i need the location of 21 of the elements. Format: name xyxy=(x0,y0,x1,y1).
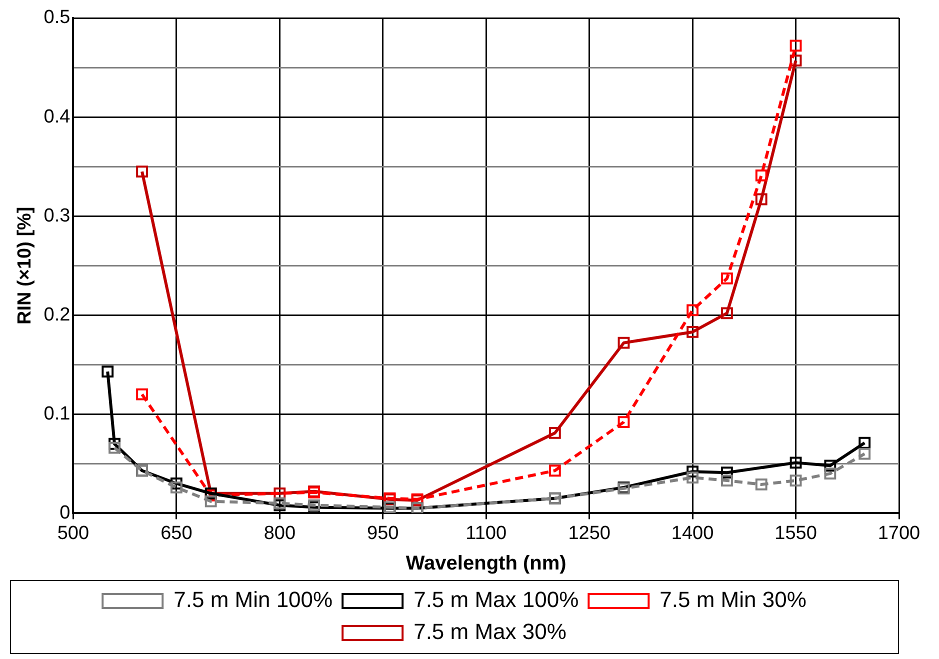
x-tick-label: 650 xyxy=(160,522,192,544)
y-tick-label: 0.3 xyxy=(44,205,70,226)
y-tick-label: 0.5 xyxy=(44,7,70,28)
y-tick-label: 0.1 xyxy=(44,403,70,424)
x-tick-label: 1250 xyxy=(568,522,610,544)
y-tick-label: 0.4 xyxy=(44,106,71,128)
y-tick-label: 0.2 xyxy=(44,304,70,326)
x-tick-label: 1100 xyxy=(466,522,507,544)
y-axis-title: RIN (×10) [%] xyxy=(14,206,36,324)
legend-label: 7.5 m Min 30% xyxy=(660,587,806,612)
x-tick-label: 1400 xyxy=(671,522,714,544)
legend-label: 7.5 m Min 100% xyxy=(174,587,333,612)
legend-label: 7.5 m Max 30% xyxy=(414,619,566,644)
x-axis-title: Wavelength (nm) xyxy=(406,552,566,575)
legend-label: 7.5 m Max 100% xyxy=(414,587,579,612)
x-tick-label: 500 xyxy=(57,522,90,544)
x-tick-label: 1550 xyxy=(774,522,817,544)
x-tick-label: 1700 xyxy=(878,522,920,544)
y-tick-label: 0 xyxy=(60,502,70,524)
x-tick-label: 950 xyxy=(367,522,399,544)
x-tick-label: 800 xyxy=(264,522,296,544)
